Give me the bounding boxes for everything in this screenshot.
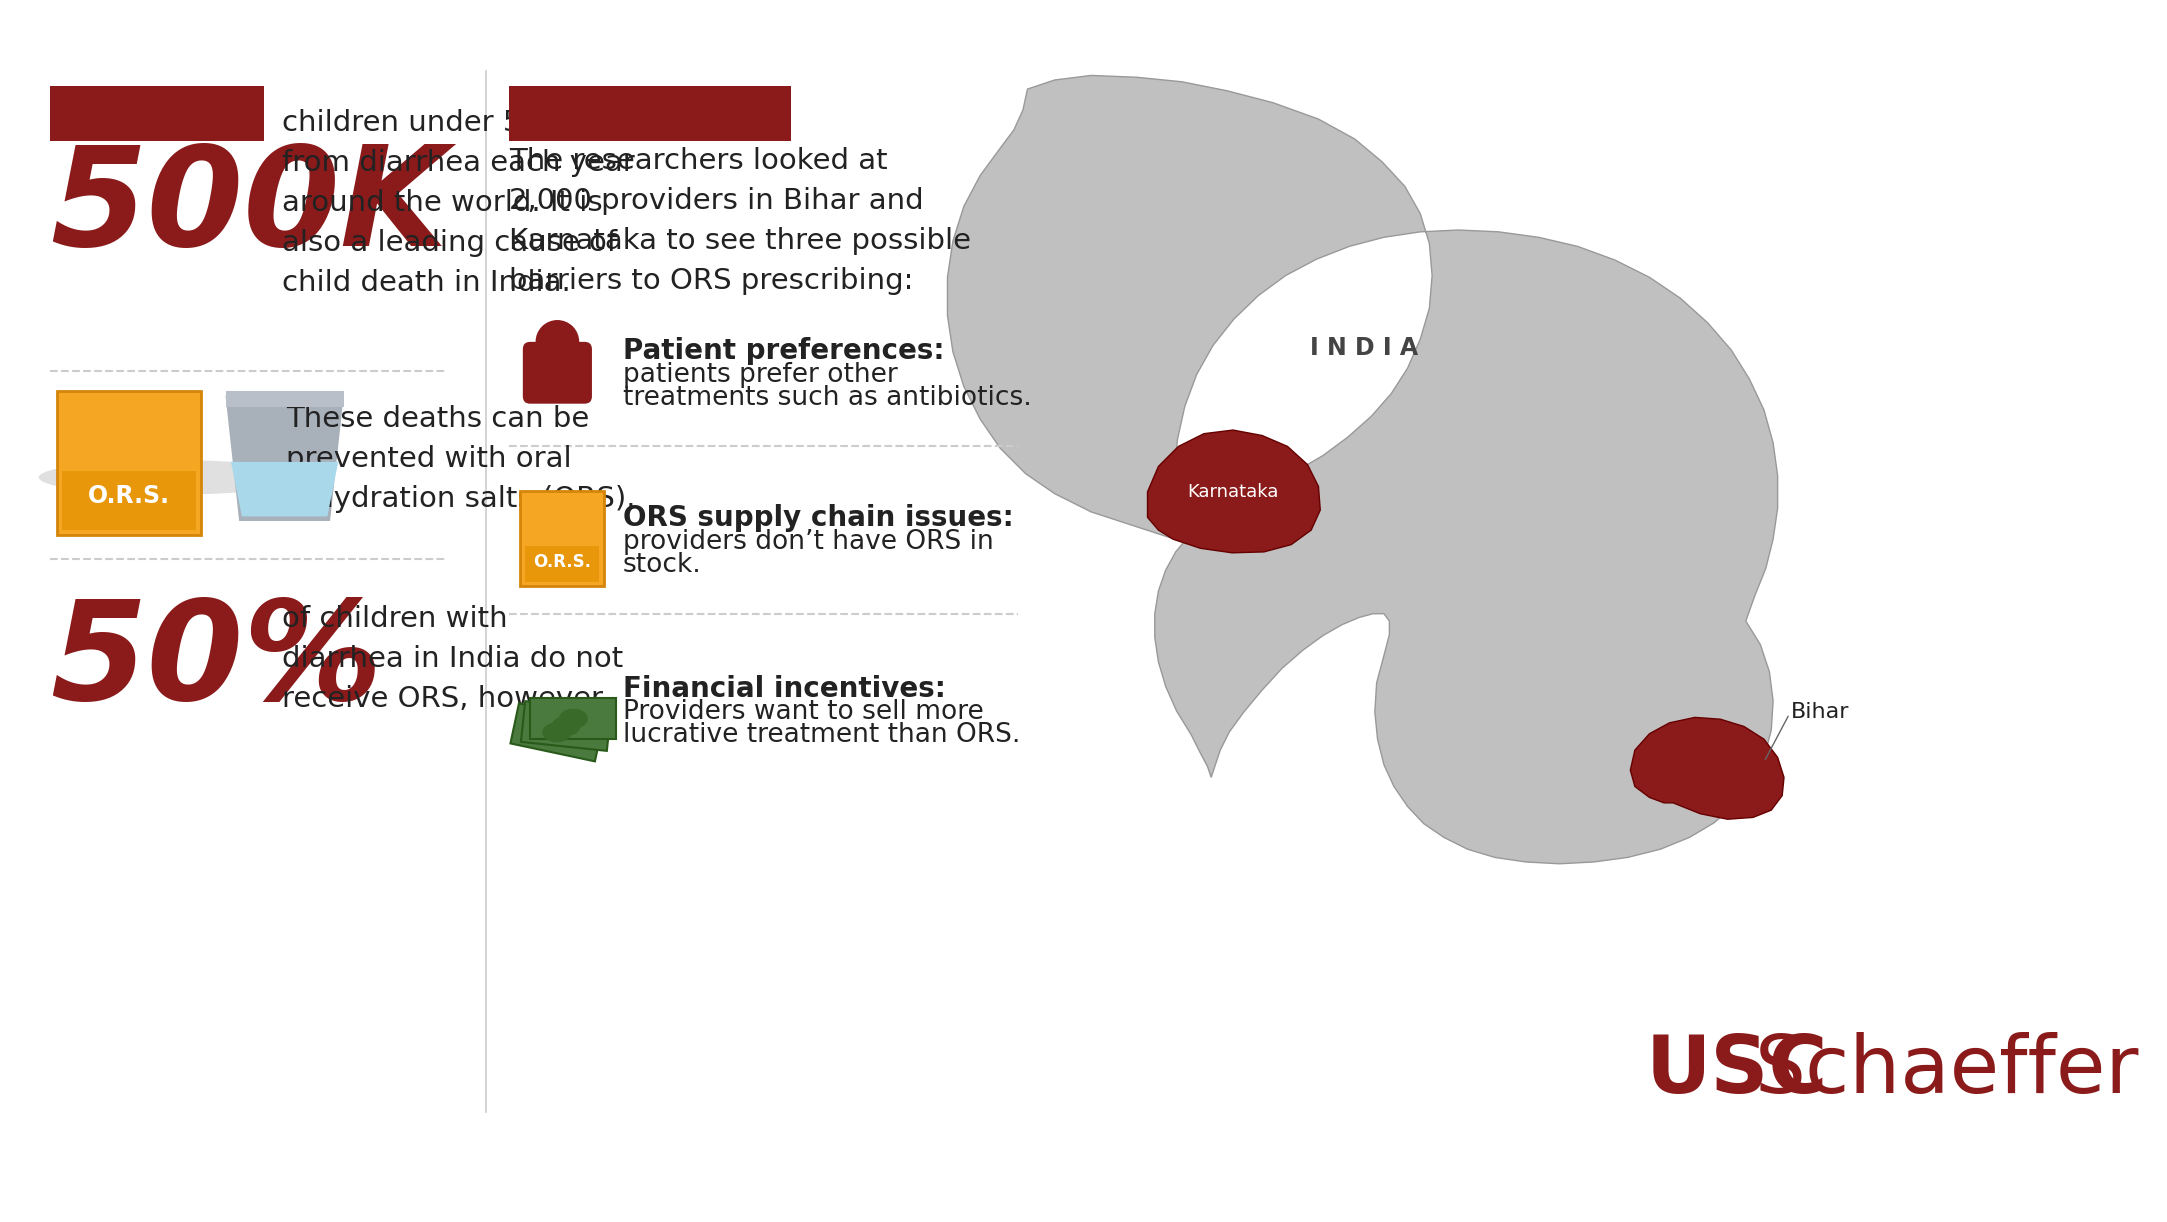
- Text: Financial incentives:: Financial incentives:: [622, 676, 945, 703]
- Ellipse shape: [559, 709, 587, 728]
- Polygon shape: [232, 462, 338, 517]
- Polygon shape: [947, 76, 1777, 864]
- Text: of children with
diarrhea in India do not
receive ORS, however.: of children with diarrhea in India do no…: [282, 605, 624, 714]
- FancyBboxPatch shape: [522, 342, 592, 403]
- Ellipse shape: [550, 716, 581, 736]
- FancyBboxPatch shape: [56, 391, 202, 534]
- FancyBboxPatch shape: [50, 87, 264, 141]
- FancyBboxPatch shape: [509, 87, 791, 141]
- Text: Karnataka: Karnataka: [1188, 483, 1279, 501]
- Text: stock.: stock.: [622, 551, 702, 578]
- Text: children under 5 die
from diarrhea each year
around the world. It is
also a lead: children under 5 die from diarrhea each …: [282, 109, 635, 297]
- Text: patients prefer other: patients prefer other: [622, 363, 897, 389]
- Text: 500K: 500K: [50, 139, 449, 275]
- Text: Bihar: Bihar: [1792, 701, 1851, 722]
- Text: Schaeffer: Schaeffer: [1755, 1033, 2139, 1110]
- Polygon shape: [511, 704, 602, 761]
- Text: ORS supply chain issues:: ORS supply chain issues:: [622, 505, 1014, 533]
- Text: I N D I A: I N D I A: [1309, 336, 1417, 360]
- Polygon shape: [225, 396, 345, 521]
- FancyBboxPatch shape: [225, 391, 345, 407]
- Text: providers don’t have ORS in: providers don’t have ORS in: [622, 529, 995, 555]
- FancyBboxPatch shape: [520, 491, 605, 587]
- Text: treatments such as antibiotics.: treatments such as antibiotics.: [622, 385, 1031, 412]
- Text: Providers want to sell more: Providers want to sell more: [622, 699, 984, 725]
- Text: O.R.S.: O.R.S.: [89, 484, 171, 507]
- Polygon shape: [531, 698, 615, 739]
- Ellipse shape: [39, 459, 308, 495]
- FancyBboxPatch shape: [524, 545, 600, 582]
- Circle shape: [535, 320, 579, 364]
- Text: THE ISSUE: THE ISSUE: [80, 100, 234, 127]
- Text: Patient preferences:: Patient preferences:: [622, 337, 945, 365]
- Text: The researchers looked at
2,000 providers in Bihar and
Karnataka to see three po: The researchers looked at 2,000 provider…: [509, 147, 971, 295]
- Text: These deaths can be
prevented with oral
rehydration salts (ORS).: These deaths can be prevented with oral …: [286, 404, 635, 513]
- Polygon shape: [1149, 430, 1320, 552]
- FancyBboxPatch shape: [63, 470, 197, 530]
- Text: lucrative treatment than ORS.: lucrative treatment than ORS.: [622, 722, 1021, 748]
- Polygon shape: [1630, 717, 1783, 819]
- Text: O.R.S.: O.R.S.: [533, 552, 592, 571]
- Text: 50%: 50%: [50, 594, 381, 730]
- Polygon shape: [520, 701, 611, 750]
- Text: METHODOLOGY: METHODOLOGY: [535, 100, 765, 127]
- Ellipse shape: [542, 722, 572, 743]
- Text: USC: USC: [1645, 1033, 1829, 1110]
